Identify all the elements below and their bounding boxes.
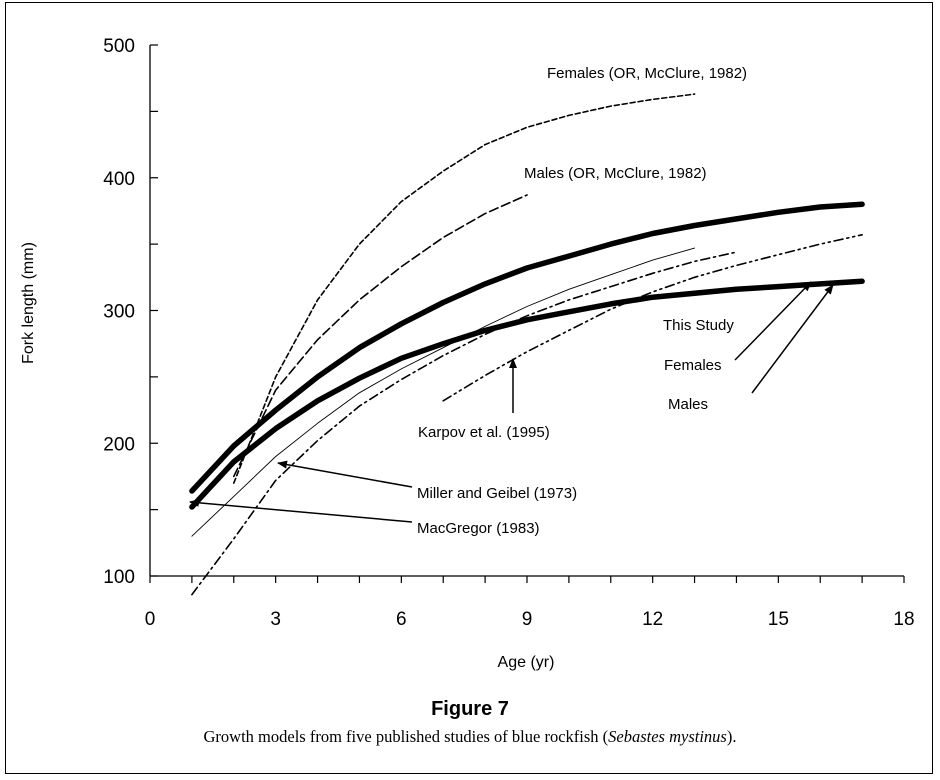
caption-text-end: ). <box>726 727 737 746</box>
x-tick-label: 9 <box>522 609 533 630</box>
x-tick-label: 0 <box>145 609 156 630</box>
axes: 100 200 300 400 500 0 3 6 9 12 15 18 <box>103 36 914 630</box>
annotation-label: Miller and Geibel (1973) <box>417 485 577 502</box>
series-line-5 <box>191 251 738 596</box>
arrow-this-study-females <box>734 281 812 361</box>
y-tick-label: 100 <box>103 567 135 588</box>
figure-title: Figure 7 <box>431 698 509 720</box>
series-line-1 <box>233 194 528 478</box>
y-tick-label: 200 <box>103 434 135 455</box>
y-tick-label: 400 <box>103 169 135 190</box>
annotation-label: Females <box>664 357 722 374</box>
figure-caption: Growth models from five published studie… <box>0 727 940 747</box>
x-tick-label: 3 <box>270 609 281 630</box>
series-line-2 <box>189 201 865 494</box>
series-layer <box>189 93 865 596</box>
caption-species: Sebastes mystinus <box>608 727 727 746</box>
y-tick-label: 500 <box>103 36 135 57</box>
series-line-0 <box>233 93 696 484</box>
arrow-miller-geibel <box>277 460 413 488</box>
figure-frame <box>5 2 933 774</box>
caption-text-start: Growth models from five published studie… <box>203 727 609 746</box>
growth-chart: 100 200 300 400 500 0 3 6 9 12 15 18 Females (OR, M… <box>20 36 915 671</box>
annotation-label: Males <box>668 396 708 413</box>
x-tick-label: 18 <box>893 609 914 630</box>
x-tick-label: 15 <box>768 609 789 630</box>
annotation-label: Karpov et al. (1995) <box>418 424 550 441</box>
x-tick-label: 6 <box>396 609 407 630</box>
x-tick-label: 12 <box>642 609 663 630</box>
annotation-label: This Study <box>663 317 734 334</box>
annotation-label: Males (OR, McClure, 1982) <box>524 165 707 182</box>
annotation-label: MacGregor (1983) <box>417 520 540 537</box>
series-line-4 <box>191 247 696 537</box>
x-axis-label: Age (yr) <box>498 654 555 671</box>
arrow-macgregor <box>189 498 413 523</box>
series-line-3 <box>189 278 865 510</box>
y-axis-label: Fork length (mm) <box>20 242 37 364</box>
annotation-label: Females (OR, McClure, 1982) <box>547 65 747 82</box>
arrow-this-study-males <box>751 284 834 394</box>
y-tick-label: 300 <box>103 302 135 323</box>
annotation-layer: Females (OR, McClure, 1982) Males (OR, Mc… <box>189 65 834 537</box>
